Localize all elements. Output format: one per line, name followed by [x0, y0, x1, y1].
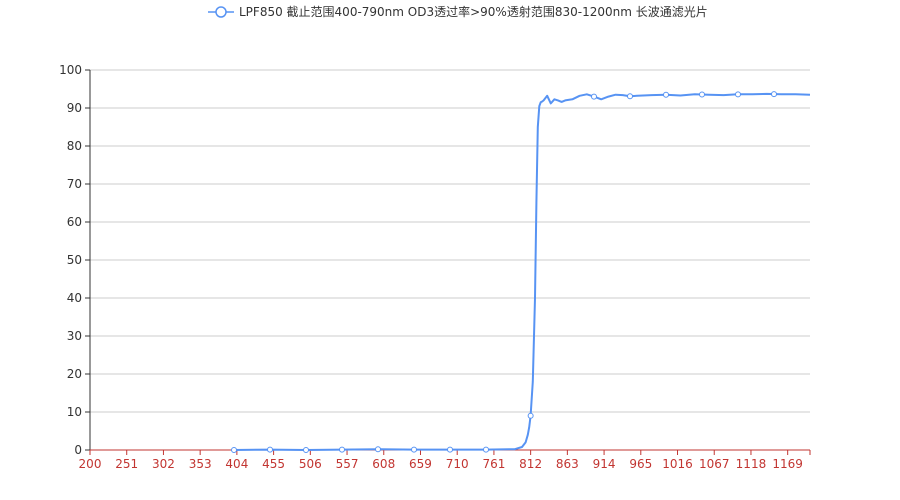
- x-tick-label: 1169: [772, 457, 803, 471]
- data-point: [527, 412, 534, 419]
- data-point: [627, 93, 633, 100]
- data-point: [375, 446, 381, 453]
- data-point: [771, 91, 777, 98]
- x-tick-label: 455: [262, 457, 285, 471]
- data-point: [303, 447, 309, 453]
- y-tick-label: 30: [67, 329, 82, 343]
- x-tick-label: 608: [372, 457, 395, 471]
- series-layer: [231, 91, 811, 453]
- x-tick-label: 557: [336, 457, 359, 471]
- data-point: [735, 91, 741, 98]
- x-tick-label: 659: [409, 457, 432, 471]
- x-tick-label: 251: [115, 457, 138, 471]
- y-tick-label: 40: [67, 291, 82, 305]
- series-line: [233, 92, 811, 451]
- y-tick-label: 80: [67, 139, 82, 153]
- y-tick-label: 70: [67, 177, 82, 191]
- data-point: [447, 446, 453, 453]
- legend-label: LPF850 截止范围400-790nm OD3透过率>90%透射范围830-1…: [239, 4, 708, 19]
- x-tick-label: 965: [629, 457, 652, 471]
- x-tick-label: 761: [482, 457, 505, 471]
- legend[interactable]: LPF850 截止范围400-790nm OD3透过率>90%透射范围830-1…: [208, 4, 708, 19]
- data-point: [267, 446, 273, 453]
- y-tick-label: 50: [67, 253, 82, 267]
- x-tick-label: 812: [519, 457, 542, 471]
- y-tick-label: 20: [67, 367, 82, 381]
- data-point: [663, 91, 669, 98]
- data-point: [591, 93, 597, 100]
- grid-lines: [90, 69, 810, 413]
- x-tick-label: 200: [79, 457, 102, 471]
- y-tick-label: 10: [67, 405, 82, 419]
- data-point: [411, 446, 417, 453]
- x-tick-label: 353: [189, 457, 212, 471]
- x-tick-label: 914: [593, 457, 616, 471]
- y-tick-label: 90: [67, 101, 82, 115]
- x-tick-label: 863: [556, 457, 579, 471]
- x-axis: 200 251 302 353 404 455 506 557 608 659 710 761 812 8…: [79, 449, 811, 471]
- x-tick-label: 1067: [699, 457, 730, 471]
- legend-marker-icon: [215, 6, 227, 18]
- y-tick-label: 100: [59, 63, 82, 77]
- x-tick-label: 1118: [736, 457, 767, 471]
- x-tick-label: 1016: [662, 457, 693, 471]
- y-tick-label: 60: [67, 215, 82, 229]
- data-point: [231, 447, 237, 453]
- x-tick-label: 506: [299, 457, 322, 471]
- x-tick-label: 404: [225, 457, 248, 471]
- y-axis: 0 10 20 30 40 50 60 70 80 90 100: [59, 63, 91, 457]
- y-tick-label: 0: [74, 443, 82, 457]
- data-point: [699, 91, 705, 98]
- data-point: [339, 446, 345, 453]
- data-point: [483, 446, 489, 453]
- x-tick-label: 710: [446, 457, 469, 471]
- x-tick-label: 302: [152, 457, 175, 471]
